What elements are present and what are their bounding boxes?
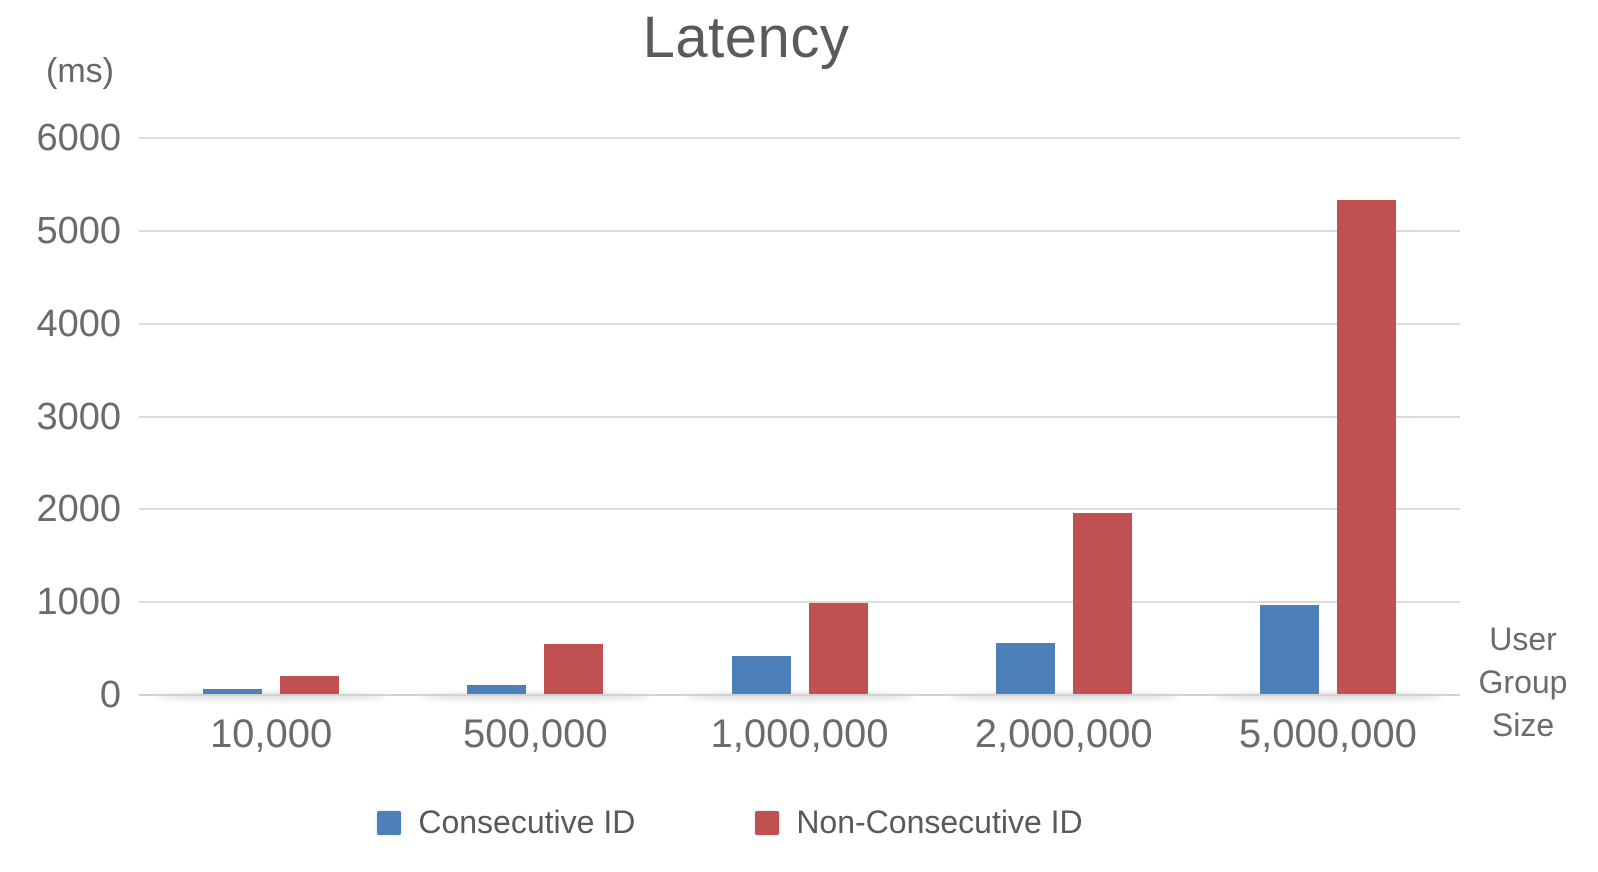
- bar-non-consecutive-500000: [544, 644, 604, 695]
- axis-shadow: [156, 693, 387, 700]
- y-tick-6000: 6000: [36, 117, 121, 159]
- legend-swatch-icon: [755, 810, 780, 835]
- bar-consecutive-5000000: [1259, 604, 1319, 695]
- legend-label: Non-Consecutive ID: [796, 804, 1083, 840]
- bar-non-consecutive-1000000: [808, 603, 868, 695]
- bar-non-consecutive-2000000: [1072, 513, 1132, 695]
- legend-label: Consecutive ID: [418, 804, 636, 840]
- chart-title: Latency: [642, 5, 850, 70]
- y-tick-4000: 4000: [36, 302, 121, 345]
- y-axis-unit-label: (ms): [46, 52, 114, 90]
- gridline-3000: [139, 415, 1460, 418]
- y-tick-1000: 1000: [36, 581, 121, 624]
- gridline-5000: [139, 229, 1460, 232]
- bar-consecutive-10000: [203, 689, 263, 695]
- x-tick-500000: 500,000: [463, 712, 608, 756]
- legend-item-non-consecutive-id: Non-Consecutive ID: [755, 804, 1083, 841]
- axis-shadow: [420, 693, 651, 700]
- legend-swatch-icon: [377, 810, 402, 835]
- x-tick-1000000: 1,000,000: [710, 712, 889, 756]
- x-tick-2000000: 2,000,000: [974, 712, 1153, 756]
- x-tick-10000: 10,000: [209, 712, 333, 756]
- y-tick-2000: 2000: [36, 488, 121, 531]
- x-axis-line: [139, 694, 1460, 696]
- gridline-1000: [139, 601, 1460, 604]
- plot-area: [139, 137, 1460, 700]
- bar-non-consecutive-10000: [280, 676, 340, 695]
- y-axis-tick-labels: 0 1000 2000 3000 4000 5000 6000: [0, 0, 121, 872]
- axis-shadow: [1212, 693, 1443, 700]
- bar-consecutive-500000: [467, 684, 527, 695]
- x-tick-5000000: 5,000,000: [1238, 712, 1417, 756]
- bar-consecutive-2000000: [995, 642, 1055, 695]
- bar-non-consecutive-5000000: [1336, 200, 1396, 695]
- gridline-6000: [139, 137, 1460, 139]
- legend-item-consecutive-id: Consecutive ID: [377, 804, 635, 841]
- x-axis-title: User Group Size: [1478, 621, 1568, 743]
- y-tick-3000: 3000: [36, 395, 121, 438]
- y-tick-0: 0: [99, 674, 121, 716]
- x-axis-tick-labels: 10,000 500,000 1,000,000 2,000,000 5,000,000: [139, 712, 1460, 762]
- y-tick-5000: 5000: [36, 209, 121, 252]
- bar-consecutive-1000000: [731, 656, 791, 695]
- gridline-4000: [139, 322, 1460, 325]
- chart-legend: Consecutive ID Non-Consecutive ID: [0, 804, 1460, 841]
- axis-shadow: [948, 693, 1179, 700]
- axis-shadow: [684, 693, 915, 700]
- gridline-2000: [139, 508, 1460, 511]
